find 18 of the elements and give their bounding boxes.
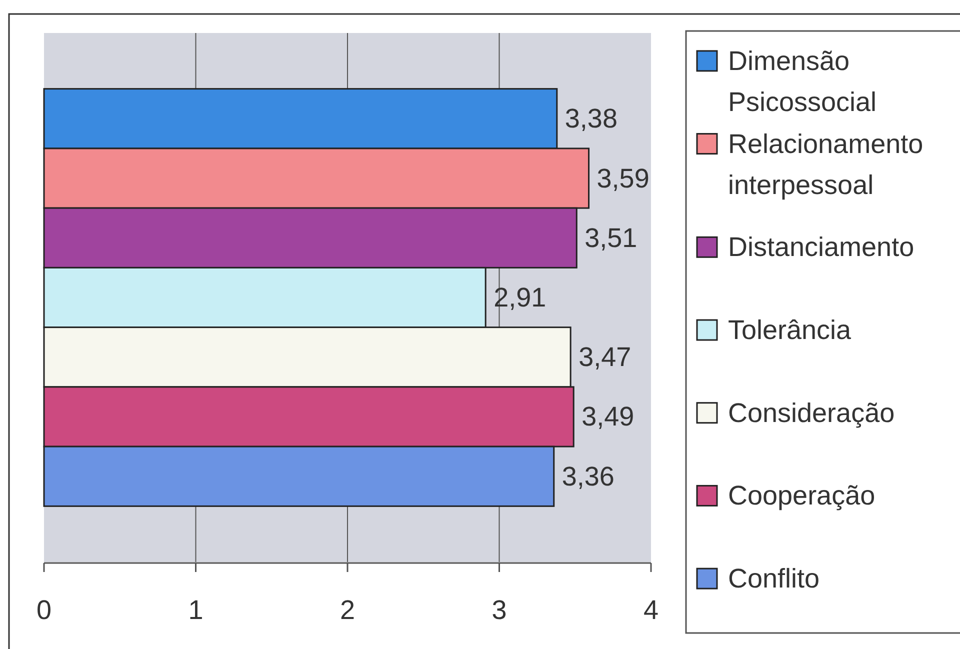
- data-label: 3,47: [578, 342, 632, 372]
- legend-label: Tolerância: [728, 315, 852, 345]
- data-label: 3,51: [584, 222, 638, 253]
- data-label: 3,49: [582, 402, 634, 432]
- x-tick-label: 0: [36, 595, 52, 625]
- data-label: 3,38: [564, 104, 618, 134]
- legend-label: Relacionamento interpessoal: [728, 128, 924, 200]
- x-tick-label: 4: [643, 595, 659, 625]
- legend-label: Conflito: [728, 564, 820, 594]
- data-label: 3,36: [562, 461, 614, 492]
- data-label: 3,59: [596, 163, 650, 194]
- x-tick-label: 1: [188, 595, 204, 625]
- x-tick-label: 3: [492, 595, 507, 625]
- legend-label: Cooperação: [728, 480, 876, 511]
- legend-label: Consideração: [728, 398, 895, 428]
- x-tick-label: 2: [340, 595, 356, 625]
- legend-label: Distanciamento: [728, 232, 914, 262]
- legend-label: Dimensão Psicossocial: [728, 46, 877, 117]
